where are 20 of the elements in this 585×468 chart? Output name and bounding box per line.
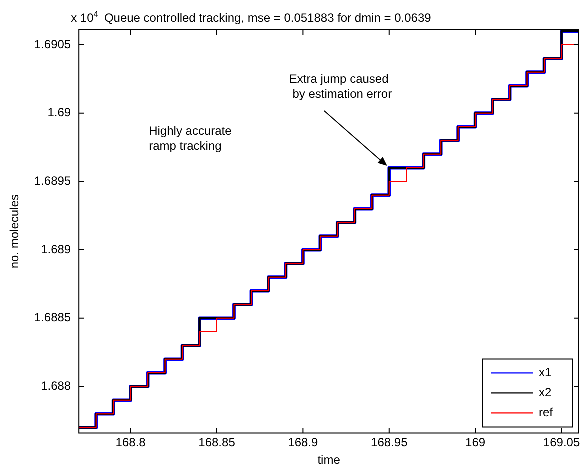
y-tick-label: 1.6895 [34, 174, 72, 188]
x-tick-label: 168.8 [116, 436, 146, 450]
y-tick-label: 1.6885 [34, 310, 72, 325]
x-tick-label: 169.05 [543, 436, 580, 450]
x-tick-label: 169 [466, 436, 486, 450]
x-tick-label: 168.9 [288, 436, 319, 450]
annotation: Highly accurate ramp tracking [149, 124, 232, 153]
y-tick-label: 1.6905 [34, 37, 72, 52]
y-tick-label: 1.688 [41, 379, 72, 394]
x-tick-label: 168.95 [371, 436, 408, 450]
x-axis-title: time [318, 453, 341, 468]
x-tick-label: 168.85 [198, 436, 236, 450]
legend-label: ref [539, 406, 554, 420]
y-axis-title: no. molecules [8, 194, 22, 269]
legend-label: x2 [539, 386, 552, 400]
y-tick-label: 1.689 [41, 242, 72, 256]
y-tick-label: 1.69 [48, 106, 72, 120]
legend-label: x1 [539, 366, 552, 380]
annotation: Extra jump caused by estimation error [289, 72, 392, 102]
chart-title: Queue controlled tracking, mse = 0.051883 for dmin = 0.0639 [104, 11, 432, 25]
